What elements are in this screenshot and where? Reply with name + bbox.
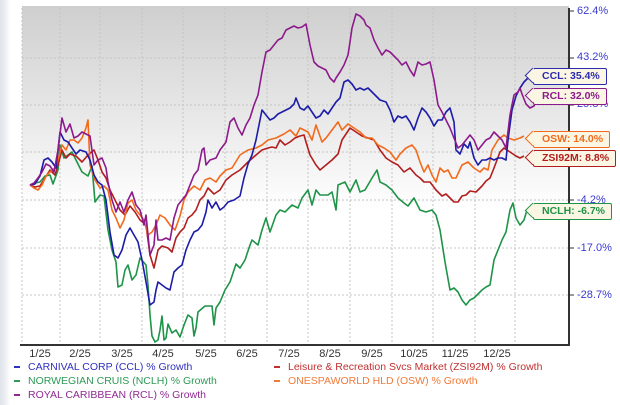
x-tick-label: 4/25 [152, 348, 174, 360]
y-tick-label: 62.4% [577, 5, 609, 17]
x-tick-label: 11/25 [441, 348, 469, 360]
end-tag-ccl: CCL: 35.4% [533, 68, 607, 85]
legend-swatch-icon [14, 394, 20, 397]
series-rcl-line [29, 13, 537, 256]
x-tick-label: 1/25 [29, 348, 51, 360]
x-tick-label: 12/25 [483, 348, 511, 360]
x-tick-label: 9/25 [361, 348, 383, 360]
x-tick-label: 3/25 [111, 348, 133, 360]
y-tick-label: -17.0% [577, 242, 612, 254]
legend-swatch-icon [14, 366, 20, 369]
end-tag-rcl: RCL: 32.0% [533, 88, 607, 105]
legend-swatch-icon [274, 380, 280, 383]
legend-label: Leisure & Recreation Svcs Market (ZSI92M… [288, 361, 543, 373]
x-tick-label: 10/25 [400, 348, 428, 360]
legend-item-osw: ONESPAWORLD HLD (OSW) % Growth [274, 375, 478, 388]
series-ccl-line [29, 77, 533, 306]
end-tag-nclh: NCLH: -6.7% [533, 203, 613, 220]
series-nclh-line [29, 144, 528, 343]
x-tick-label: 5/25 [195, 348, 217, 360]
legend-swatch-icon [274, 366, 280, 369]
end-tag-osw: OSW: 14.0% [533, 131, 611, 148]
legend-label: CARNIVAL CORP (CCL) % Growth [28, 361, 193, 373]
x-tick-label: 6/25 [236, 348, 258, 360]
legend-label: ROYAL CARIBBEAN (RCL) % Growth [28, 389, 206, 401]
legend-item-rcl: ROYAL CARIBBEAN (RCL) % Growth [14, 389, 206, 402]
legend-item-ccl: CARNIVAL CORP (CCL) % Growth [14, 361, 192, 374]
y-tick-label: 43.2% [577, 51, 609, 63]
end-tag-zsi92m: ZSI92M: 8.8% [533, 150, 617, 167]
x-tick-label: 8/25 [319, 348, 341, 360]
legend-label: NORWEGIAN CRUIS (NCLH) % Growth [28, 375, 217, 387]
legend-swatch-icon [14, 380, 20, 383]
x-tick-label: 7/25 [278, 348, 300, 360]
legend-item-zsi92m: Leisure & Recreation Svcs Market (ZSI92M… [274, 361, 542, 374]
y-tick-label: -28.7% [577, 289, 612, 301]
legend-label: ONESPAWORLD HLD (OSW) % Growth [288, 375, 478, 387]
x-tick-label: 2/25 [69, 348, 91, 360]
series-osw-line [29, 119, 525, 236]
plot-area [22, 6, 569, 345]
legend-item-nclh: NORWEGIAN CRUIS (NCLH) % Growth [14, 375, 217, 388]
